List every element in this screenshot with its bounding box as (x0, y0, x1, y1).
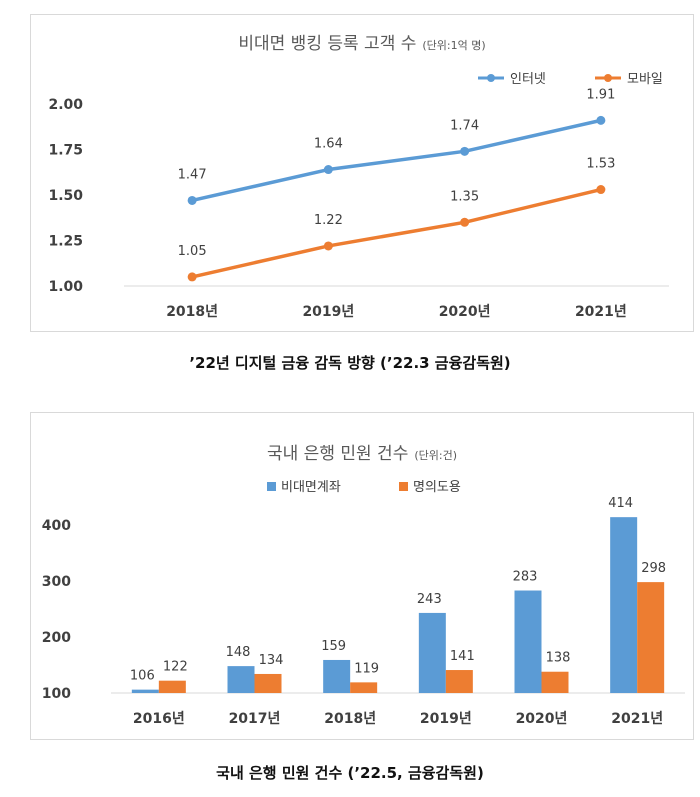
data-label: 1.05 (178, 244, 207, 259)
data-point (460, 146, 470, 156)
bar (637, 582, 665, 693)
legend-label-1: 명의도용 (413, 480, 461, 495)
y-tick-label: 1.25 (48, 234, 83, 250)
data-label: 122 (163, 660, 188, 675)
bar (323, 659, 351, 693)
data-point (596, 115, 606, 125)
bar (158, 680, 186, 693)
chart-unit: (단위:1억 명) (422, 39, 485, 52)
legend-marker-0 (487, 74, 495, 82)
bar (445, 670, 473, 693)
data-label: 298 (641, 561, 666, 576)
data-label: 106 (130, 669, 155, 684)
y-tick-label: 400 (42, 518, 71, 534)
data-label: 134 (259, 653, 284, 668)
x-tick-label: 2020년 (439, 304, 491, 320)
data-point (460, 217, 470, 227)
bar (227, 666, 255, 693)
y-tick-label: 200 (42, 630, 71, 646)
chart-title-text: 국내 은행 민원 건수 (267, 444, 408, 464)
data-label: 119 (354, 661, 379, 676)
data-point (323, 165, 333, 175)
bar (541, 671, 569, 693)
bar (350, 682, 378, 693)
data-label: 159 (321, 639, 346, 654)
bar-chart: 국내 은행 민원 건수 (단위:건) 비대면계좌 명의도용 100 200 300 400 20… (42, 444, 685, 727)
data-label: 1.91 (586, 87, 615, 102)
data-point (323, 241, 333, 251)
data-label: 283 (513, 570, 538, 585)
chart1-caption: ’22년 디지털 금융 감독 방향 (’22.3 금융감독원) (189, 354, 511, 372)
x-tick-label: 2021년 (611, 711, 663, 727)
data-label: 1.74 (450, 118, 479, 133)
bar (514, 590, 542, 693)
data-label: 243 (417, 592, 442, 607)
chart2-caption: 국내 은행 민원 건수 (’22.5, 금융감독원) (216, 764, 484, 782)
y-tick-label: 1.75 (48, 143, 83, 159)
bar (131, 689, 159, 693)
data-point (187, 195, 197, 205)
legend-label-1: 모바일 (627, 72, 663, 87)
bar (610, 517, 638, 693)
data-label: 148 (226, 645, 251, 660)
series-line-1 (191, 187, 602, 279)
chart-title-text: 비대면 뱅킹 등록 고객 수 (238, 34, 416, 54)
x-tick-label: 2019년 (420, 711, 472, 727)
legend-swatch-1 (399, 482, 408, 491)
bar (254, 673, 282, 693)
data-label: 1.64 (314, 137, 343, 152)
line-chart-panel: 비대면 뱅킹 등록 고객 수 (단위:1억 명) 인터넷 모바일 1.00 1.25 1.5… (30, 14, 694, 332)
data-label: 138 (546, 651, 571, 666)
x-tick-label: 2020년 (516, 711, 568, 727)
legend-label-0: 비대면계좌 (281, 480, 341, 495)
x-tick-label: 2021년 (575, 304, 627, 320)
data-label: 141 (450, 649, 475, 664)
y-tick-label: 300 (42, 574, 71, 590)
legend-label-0: 인터넷 (510, 72, 546, 87)
data-point (187, 272, 197, 282)
legend-swatch-0 (267, 482, 276, 491)
bar-chart-panel: 국내 은행 민원 건수 (단위:건) 비대면계좌 명의도용 100 200 300 400 20… (30, 412, 694, 740)
data-label: 1.22 (314, 213, 343, 228)
y-tick-label: 100 (42, 686, 71, 702)
y-tick-label: 1.50 (48, 188, 83, 204)
x-tick-label: 2016년 (133, 711, 185, 727)
x-tick-label: 2019년 (302, 304, 354, 320)
y-tick-label: 1.00 (48, 279, 83, 295)
chart-unit: (단위:건) (414, 449, 457, 462)
data-label: 1.47 (178, 167, 207, 182)
data-label: 1.53 (586, 157, 615, 172)
x-tick-label: 2017년 (229, 711, 281, 727)
data-point (596, 185, 606, 195)
data-label: 414 (608, 496, 633, 511)
data-label: 1.35 (450, 189, 479, 204)
chart-title: 비대면 뱅킹 등록 고객 수 (단위:1억 명) (238, 34, 485, 54)
legend-marker-1 (604, 74, 612, 82)
x-tick-label: 2018년 (166, 304, 218, 320)
bar (418, 612, 446, 693)
y-tick-label: 2.00 (48, 97, 83, 113)
x-tick-label: 2018년 (324, 711, 376, 727)
series-line-0 (191, 118, 602, 203)
chart-title: 국내 은행 민원 건수 (단위:건) (267, 444, 457, 464)
line-chart: 비대면 뱅킹 등록 고객 수 (단위:1억 명) 인터넷 모바일 1.00 1.25 1.5… (48, 34, 669, 320)
